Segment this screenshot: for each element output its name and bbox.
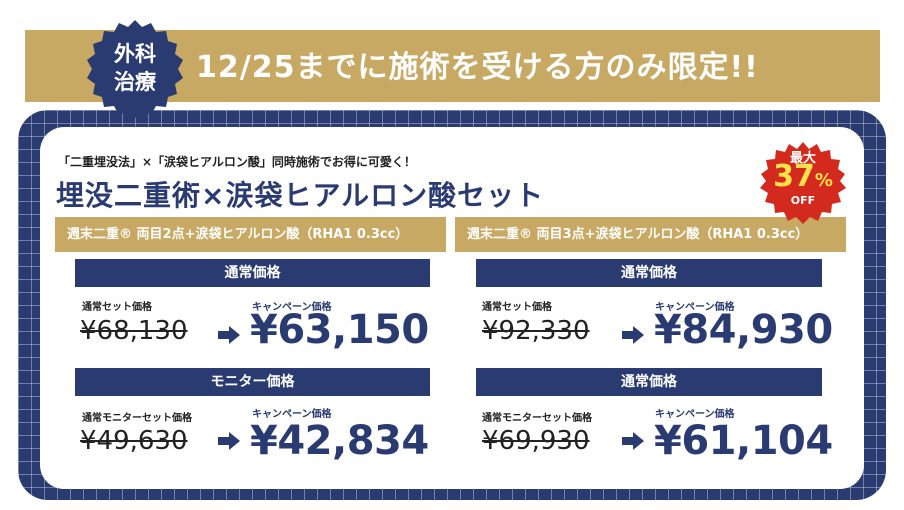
promo-title: 埋没二重術×涙袋ヒアルロン酸セット xyxy=(56,179,545,212)
regular-price: ¥68,130 xyxy=(80,316,188,346)
campaign-price-label: キャンペーン価格 xyxy=(252,409,332,420)
section-bar: 通常価格 xyxy=(75,259,430,287)
banner-headline: 12/25までに施術を受ける方のみ限定!! xyxy=(196,50,759,85)
promo-subtitle: 「二重埋没法」×「涙袋ヒアルロン酸」同時施術でお得に可愛く！ xyxy=(58,155,416,169)
arrow-right-icon xyxy=(218,432,240,450)
badge-off-label: OFF xyxy=(790,194,816,207)
content-panel xyxy=(40,127,864,489)
campaign-price: ¥42,834 xyxy=(250,418,429,464)
arrow-right-icon xyxy=(622,326,644,344)
regular-price-label: 通常セット価格 xyxy=(482,302,552,313)
section-bar: 通常価格 xyxy=(476,259,822,287)
campaign-price: ¥84,930 xyxy=(654,307,833,353)
badge-percent-sign: % xyxy=(814,170,833,191)
regular-price-label: 通常モニターセット価格 xyxy=(482,413,592,424)
campaign-price: ¥61,104 xyxy=(654,418,833,464)
campaign-price: ¥63,150 xyxy=(250,307,429,353)
seal-line-2: 治療 xyxy=(114,70,156,94)
campaign-price-label: キャンペーン価格 xyxy=(655,409,735,420)
badge-max-label: 最大 xyxy=(789,151,816,166)
plan-header-left: 週末二重® 両目2点+涙袋ヒアルロン酸（RHA1 0.3cc） xyxy=(55,217,446,252)
arrow-right-icon xyxy=(218,326,240,344)
campaign-price-label: キャンペーン価格 xyxy=(655,302,735,313)
section-bar: モニター価格 xyxy=(75,368,430,396)
arrow-right-icon xyxy=(622,432,644,450)
starburst-icon xyxy=(760,142,846,224)
regular-price: ¥49,630 xyxy=(80,426,188,456)
regular-price-label: 通常セット価格 xyxy=(82,302,152,313)
discount-badge: 最大 37% OFF xyxy=(760,141,846,227)
campaign-price-label: キャンペーン価格 xyxy=(252,302,332,313)
seal-line-1: 外科 xyxy=(114,42,156,66)
section-bar: 通常価格 xyxy=(476,368,822,396)
badge-percent: 37 xyxy=(773,159,815,194)
seal-shape-icon xyxy=(87,20,183,118)
regular-price: ¥92,330 xyxy=(482,316,590,346)
seal-badge: 外科 治療 xyxy=(84,18,186,120)
plan-header-right: 週末二重® 両目3点+涙袋ヒアルロン酸（RHA1 0.3cc） xyxy=(455,217,846,252)
regular-price: ¥69,930 xyxy=(482,426,590,456)
regular-price-label: 通常モニターセット価格 xyxy=(82,413,192,424)
